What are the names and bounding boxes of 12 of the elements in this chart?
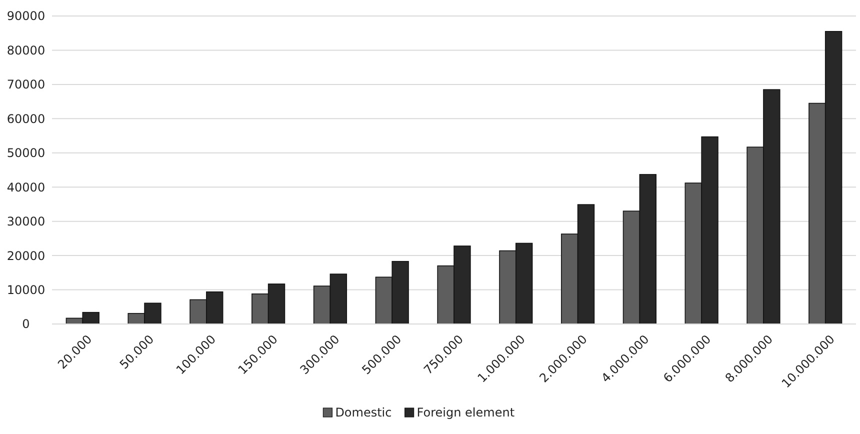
y-tick-label: 20000: [6, 248, 46, 263]
legend-label: Domestic: [335, 406, 392, 420]
y-tick-label: 90000: [6, 9, 46, 24]
y-tick-label: 70000: [6, 78, 46, 92]
y-tick-label: 30000: [6, 214, 46, 229]
y-tick-label: 40000: [6, 180, 46, 194]
y-tick-label: 80000: [6, 43, 46, 58]
y-tick-label: 10000: [6, 282, 46, 297]
y-tick-label: 50000: [6, 146, 46, 160]
y-tick-label: 0: [22, 317, 30, 332]
y-tick-label: 60000: [6, 112, 46, 126]
legend-label: Foreign element: [416, 406, 515, 420]
